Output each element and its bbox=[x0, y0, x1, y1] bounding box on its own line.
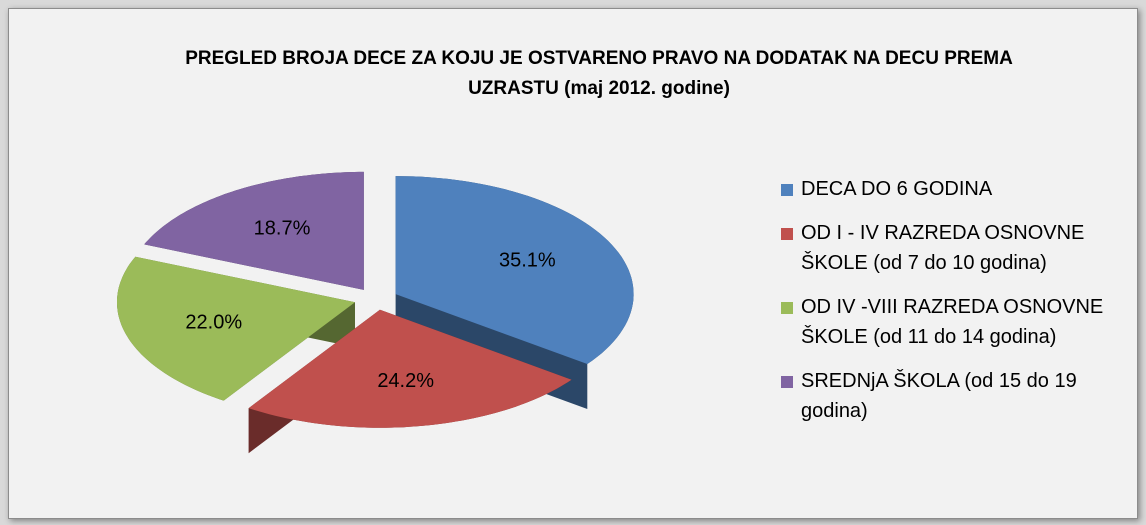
legend-label: SREDNjA ŠKOLA (od 15 do 19 godina) bbox=[801, 370, 1077, 422]
slice bbox=[395, 176, 634, 364]
slice bbox=[117, 256, 355, 401]
legend-label: OD I - IV RAZREDA OSNOVNE ŠKOLE (od 7 do… bbox=[801, 222, 1085, 274]
data-label: 18.7% bbox=[254, 217, 311, 239]
data-label: 35.1% bbox=[499, 249, 556, 271]
legend-item: DECA DO 6 GODINA bbox=[779, 174, 1131, 204]
legend-item: OD IV -VIII RAZREDA OSNOVNE ŠKOLE (od 11… bbox=[779, 292, 1131, 352]
legend-label: DECA DO 6 GODINA bbox=[801, 178, 993, 200]
slice bbox=[144, 171, 364, 290]
legend-swatch bbox=[781, 228, 793, 240]
chart: PREGLED BROJA DECE ZA KOJU JE OSTVARENO … bbox=[8, 8, 1138, 519]
data-label: 22.0% bbox=[185, 312, 242, 334]
data-label: 24.2% bbox=[377, 370, 434, 392]
legend-item: SREDNjA ŠKOLA (od 15 do 19 godina) bbox=[779, 366, 1131, 426]
plot: 18.7% 35.1% 22.0% 24.2% bbox=[117, 171, 634, 473]
legend-swatch bbox=[781, 376, 793, 388]
legend-label: OD IV -VIII RAZREDA OSNOVNE ŠKOLE (od 11… bbox=[801, 296, 1104, 348]
chart-title: PREGLED BROJA DECE ZA KOJU JE OSTVARENO … bbox=[185, 48, 1013, 99]
legend-swatch bbox=[781, 184, 793, 196]
legend-swatch bbox=[781, 302, 793, 314]
slice bbox=[248, 309, 572, 428]
legend: DECA DO 6 GODINA OD I - IV RAZREDA OSNOVN… bbox=[779, 174, 1146, 440]
legend-item: OD I - IV RAZREDA OSNOVNE ŠKOLE (od 7 do… bbox=[779, 218, 1131, 278]
